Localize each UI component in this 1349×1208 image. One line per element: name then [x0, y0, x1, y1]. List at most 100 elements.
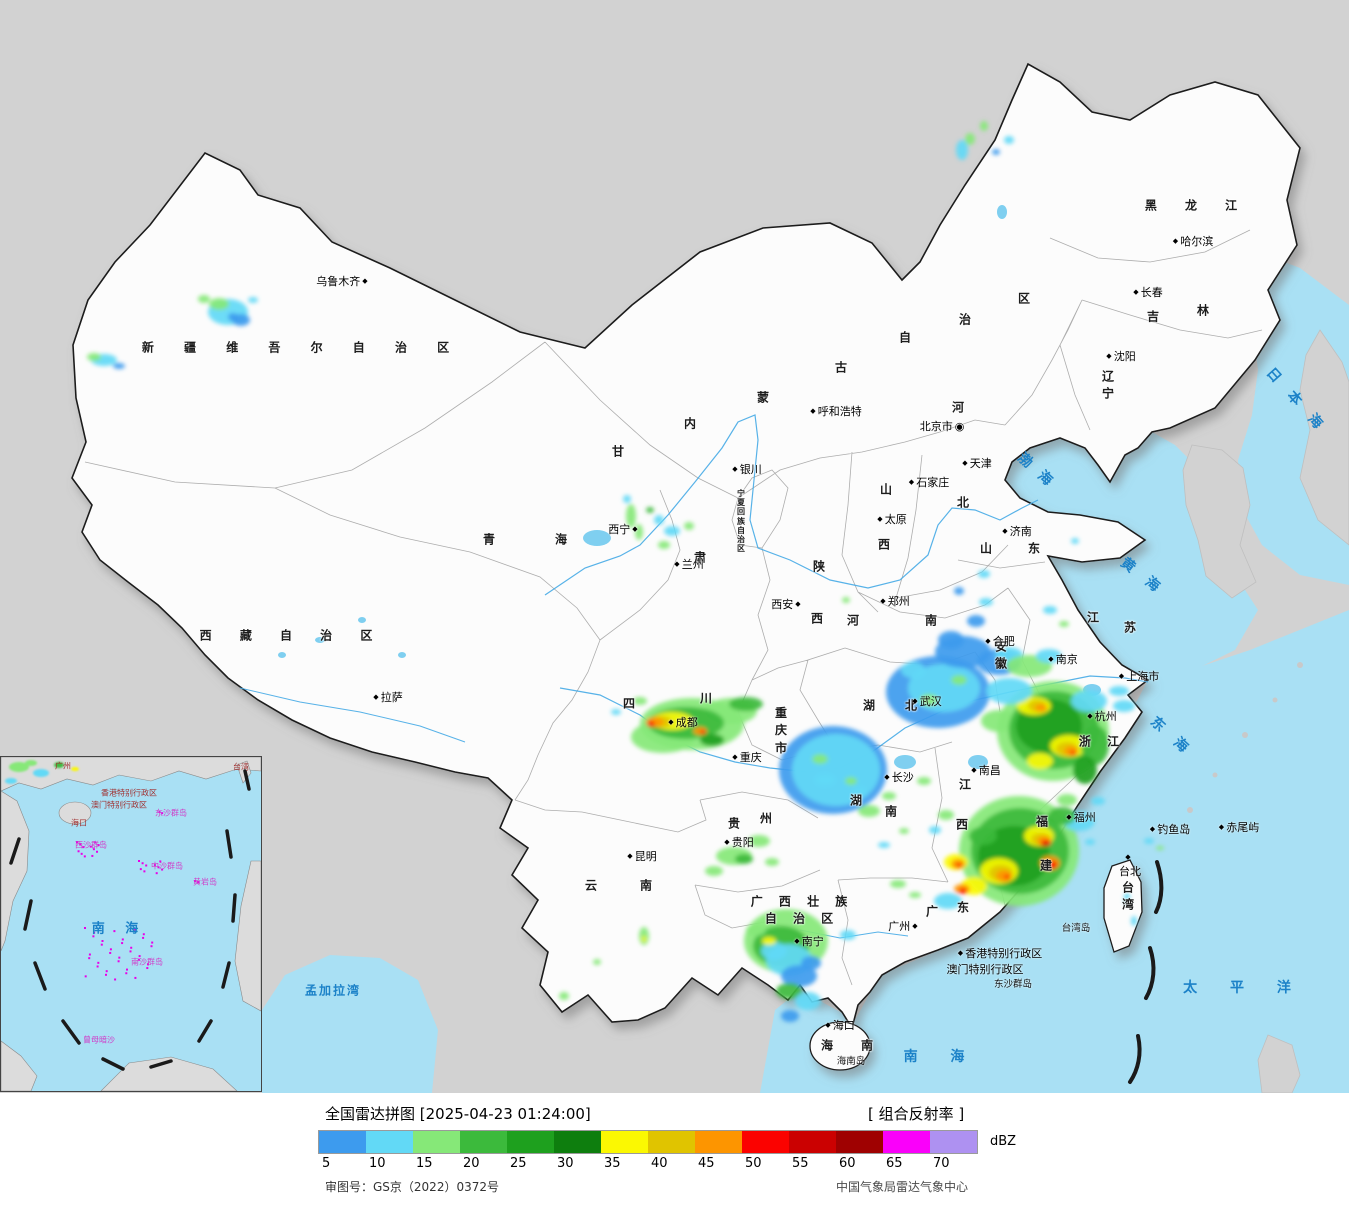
taiwan-island [1103, 859, 1143, 953]
radar-echo [1071, 538, 1079, 544]
radar-echo [795, 992, 821, 1010]
island-dot [93, 931, 96, 934]
radar-echo [559, 992, 569, 1000]
radar-echo [992, 149, 1000, 155]
radar-echo [761, 942, 787, 960]
legend-tick: 65 [886, 1156, 903, 1171]
island-dot [153, 864, 156, 867]
radar-echo [1070, 751, 1076, 755]
nine-dash-segment [33, 961, 47, 991]
radar-echo [626, 504, 636, 528]
radar-echo [684, 522, 694, 530]
legend-tick: 55 [792, 1156, 809, 1171]
radar-echo [878, 842, 890, 848]
hainan-island [809, 1021, 871, 1071]
map-title: 全国雷达拼图 [2025-04-23 01:24:00] [325, 1105, 591, 1123]
island-dot [159, 860, 162, 863]
island-dot [138, 955, 141, 958]
island-dot [82, 846, 85, 849]
radar-echo [1043, 606, 1057, 614]
radar-echo [654, 515, 664, 525]
radar-echo [762, 937, 776, 945]
legend-cell [789, 1131, 836, 1153]
island-dot [105, 970, 108, 973]
island-dot [100, 943, 103, 946]
radar-echo [746, 924, 766, 936]
island-dot [130, 946, 133, 949]
island-dot [113, 930, 116, 933]
legend-tick: 50 [745, 1156, 762, 1171]
radar-echo [840, 930, 856, 940]
radar-echo [700, 734, 724, 746]
radar-echo [815, 774, 835, 786]
radar-echo [71, 767, 79, 771]
nine-dash-segment [61, 1019, 81, 1045]
radar-echo [858, 805, 880, 817]
island-dot [147, 963, 149, 966]
map-graphics [71, 62, 1349, 1093]
legend-tick: 5 [322, 1156, 331, 1171]
island-dot [150, 945, 153, 948]
radar-echo [1091, 797, 1105, 805]
radar-echo [658, 541, 670, 549]
island-dot [96, 965, 99, 968]
credit: 中国气象局雷达气象中心 [836, 1180, 969, 1194]
island-dot [101, 940, 104, 942]
radar-echo [890, 880, 906, 888]
island-dot [129, 950, 132, 953]
radar-echo [1113, 700, 1135, 712]
island-dot [134, 976, 137, 979]
island-dot [89, 845, 92, 848]
approval-number: 审图号：GS京（2022）0372号 [325, 1180, 499, 1194]
radar-echo [899, 828, 909, 834]
island-dot [83, 855, 86, 858]
radar-echo [986, 678, 1032, 704]
product-label: [ 组合反射率 ] [868, 1105, 965, 1123]
island-dot [97, 961, 100, 964]
radar-echo [635, 524, 643, 540]
island-dot [194, 880, 196, 882]
radar-echo [1064, 746, 1078, 756]
radar-echo [938, 810, 954, 820]
inset-land [1, 757, 261, 1091]
legend-cell [413, 1131, 460, 1153]
island-dot [125, 972, 128, 975]
radar-echo [1124, 892, 1130, 906]
radar-echo [113, 363, 125, 369]
radar-echo [1109, 686, 1129, 696]
legend-cell [742, 1131, 789, 1153]
radar-echo [54, 762, 64, 768]
radar-echo [705, 866, 723, 876]
radar-echo [228, 313, 238, 321]
radar-echo [845, 777, 857, 785]
radar-echo [954, 587, 964, 595]
legend-tick: 60 [839, 1156, 856, 1171]
inset-echo-layer [5, 760, 79, 784]
island-dot [91, 854, 94, 857]
radar-echo [1057, 794, 1077, 806]
nine-dash-segment [243, 769, 251, 791]
legend-cell [695, 1131, 742, 1153]
radar-echo [909, 892, 921, 898]
radar-echo [1036, 649, 1062, 663]
island-dot [77, 850, 80, 853]
legend-cell [883, 1131, 930, 1153]
radar-echo [951, 675, 967, 685]
legend-cell [648, 1131, 695, 1153]
foreign-land [1182, 329, 1349, 1093]
radar-echo [920, 694, 938, 706]
radar-echo [959, 888, 967, 894]
island-dot [161, 812, 164, 815]
radar-echo [978, 570, 990, 578]
island-dot [141, 862, 144, 865]
legend-tick: 40 [651, 1156, 668, 1171]
radar-echo [87, 353, 101, 361]
radar-echo [1081, 725, 1109, 765]
south-china-sea-inset: 广州 台湾 香港特别行政区 澳门特别行政区 海口 东沙群岛 西沙群岛 中沙群岛 黄岩岛 南沙群岛曾… [0, 756, 262, 1092]
legend-cell [460, 1131, 507, 1153]
radar-echo [956, 140, 968, 160]
radar-echo [979, 598, 993, 606]
island-dot [161, 868, 164, 871]
radar-echo [1004, 136, 1014, 144]
radar-echo [1059, 621, 1069, 627]
